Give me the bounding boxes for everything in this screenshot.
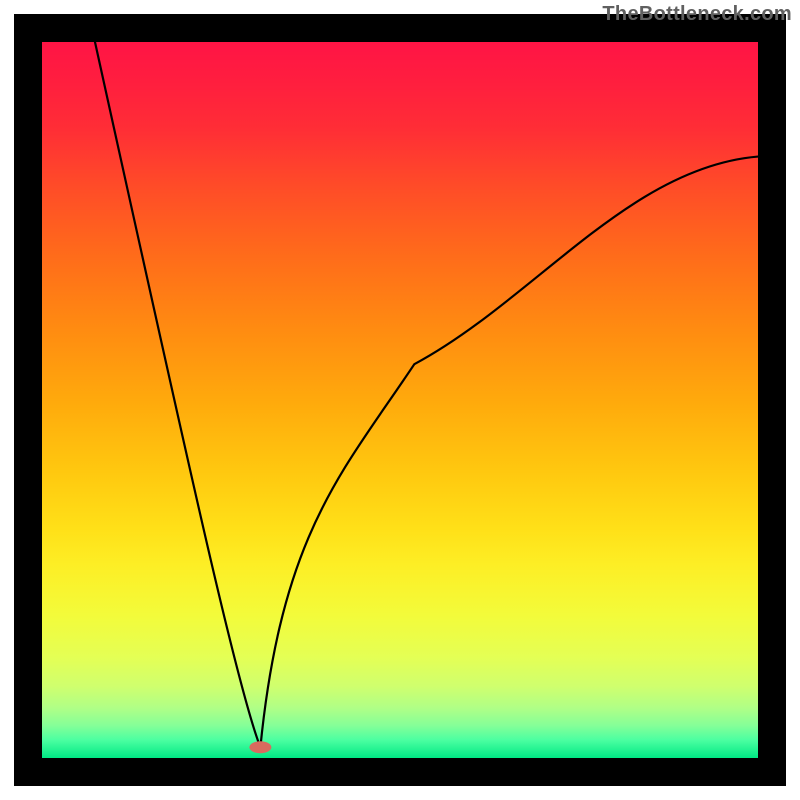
plot-background <box>42 42 758 758</box>
optimum-marker <box>249 741 271 753</box>
watermark-label: TheBottleneck.com <box>602 3 792 26</box>
